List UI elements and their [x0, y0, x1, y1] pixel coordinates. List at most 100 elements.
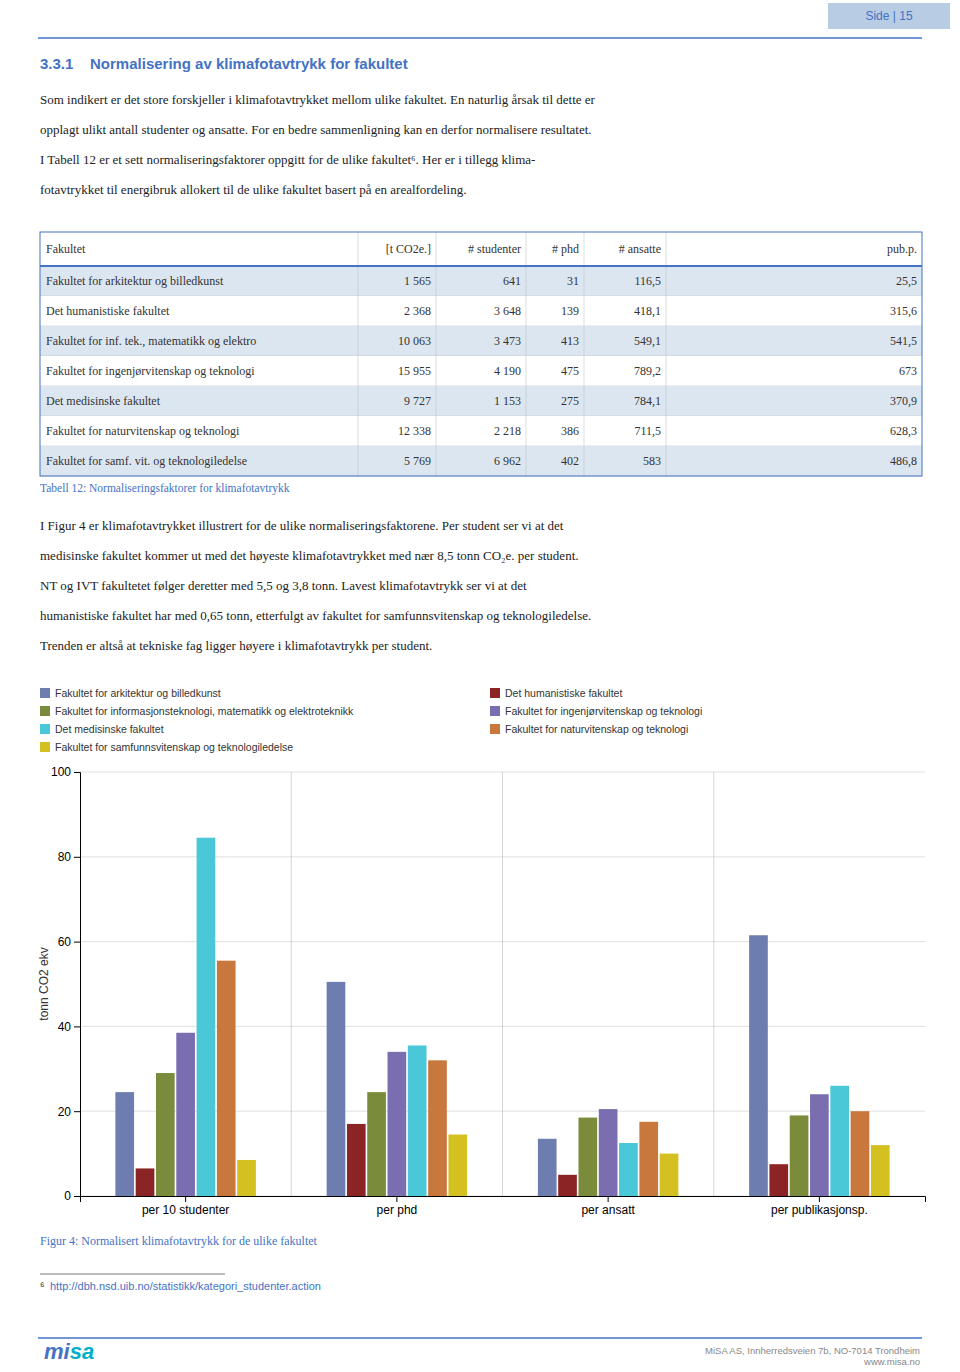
- bar: [749, 935, 768, 1196]
- table-header: # studenter: [468, 242, 521, 256]
- bar: [197, 838, 216, 1196]
- group-separator: [502, 772, 503, 1196]
- table-row-bg: [40, 386, 922, 416]
- footnote-number: ⁶: [40, 1280, 45, 1292]
- legend-item: Det humanistiske fakultet: [490, 687, 622, 699]
- table-col-rule: [358, 232, 359, 476]
- legend-swatch: [490, 688, 500, 698]
- bar: [327, 982, 346, 1196]
- bar: [810, 1094, 829, 1196]
- bar: [599, 1109, 618, 1196]
- y-axis-line: [74, 773, 81, 1197]
- table-cell: Det medisinske fakultet: [46, 394, 161, 408]
- x-tick: per 10 studenter: [142, 1196, 229, 1217]
- footnote: ⁶http://dbh.nsd.uib.no/statistikk/katego…: [40, 1274, 321, 1292]
- legend-label: Fakultet for arkitektur og billedkunst: [55, 687, 221, 699]
- table-cell: Fakultet for samf. vit. og teknologilede…: [46, 454, 247, 468]
- paragraph-line: opplagt ulikt antall studenter og ansatt…: [40, 122, 592, 137]
- legend-item: Fakultet for naturvitenskap og teknologi: [490, 723, 688, 735]
- page-header: Side | 15 3.3.1 Normalisering av klimafot…: [38, 3, 950, 72]
- bar: [851, 1111, 870, 1196]
- paragraph: I Figur 4 er klimafotavtrykket illustrer…: [40, 518, 591, 653]
- table-cell: 5 769: [404, 454, 431, 468]
- table-cell: 673: [899, 364, 917, 378]
- y-tick: 40: [58, 1020, 80, 1034]
- table-cell: 9 727: [404, 394, 431, 408]
- bar: [769, 1164, 788, 1196]
- bar: [115, 1092, 134, 1196]
- table-cell: 315,6: [890, 304, 917, 318]
- table-row-bg: [40, 416, 922, 446]
- x-tick-mark: [396, 1196, 397, 1202]
- bars: [115, 838, 889, 1196]
- table-cell: Fakultet for inf. tek., matematikk og el…: [46, 334, 256, 348]
- y-tick-mark: [74, 942, 80, 943]
- page-number-box: [828, 3, 950, 29]
- footer: misaMiSA AS, Innherredsveien 7b, NO-7014…: [38, 1338, 922, 1367]
- y-tick-label: 20: [58, 1105, 72, 1119]
- table-cell: 475: [561, 364, 579, 378]
- table-cell: 15 955: [398, 364, 431, 378]
- table-cell: 549,1: [634, 334, 661, 348]
- x-tick-label: per 10 studenter: [142, 1203, 229, 1217]
- table-cell: 1 153: [494, 394, 521, 408]
- bar-series: [197, 838, 849, 1196]
- paragraph: Som indikert er det store forskjeller i …: [40, 92, 596, 197]
- table-cell: 583: [643, 454, 661, 468]
- footer-line: MiSA AS, Innherredsveien 7b, NO-7014 Tro…: [705, 1345, 920, 1356]
- x-tick-mark: [819, 1196, 820, 1202]
- bar-series: [176, 1033, 828, 1196]
- table: Fakultet[t CO2e.]# studenter# phd# ansat…: [40, 232, 922, 495]
- legend-item: Fakultet for samfunnsvitenskap og teknol…: [40, 741, 293, 753]
- bar: [347, 1124, 366, 1196]
- paragraph-line: Som indikert er det store forskjeller i …: [40, 92, 596, 107]
- bar: [871, 1145, 890, 1196]
- table-cell: 413: [561, 334, 579, 348]
- table-header: # phd: [552, 242, 579, 256]
- bar: [448, 1135, 467, 1196]
- table-cell: 2 218: [494, 424, 521, 438]
- bar: [176, 1033, 195, 1196]
- bar: [367, 1092, 386, 1196]
- table-cell: 4 190: [494, 364, 521, 378]
- logo-part: mi: [44, 1339, 71, 1364]
- table-header: [t CO2e.]: [386, 242, 431, 256]
- bar: [217, 961, 236, 1196]
- table-cell: 25,5: [896, 274, 917, 288]
- table-cell: 116,5: [634, 274, 661, 288]
- x-tick-mark: [185, 1196, 186, 1202]
- y-tick-label: 80: [58, 850, 72, 864]
- table-cell: 789,2: [634, 364, 661, 378]
- table-cell: 370,9: [890, 394, 917, 408]
- table-cell: 3 648: [494, 304, 521, 318]
- legend-item: Fakultet for arkitektur og billedkunst: [40, 687, 221, 699]
- y-tick: 20: [58, 1105, 80, 1119]
- table-row-bg: [40, 296, 922, 326]
- y-tick-mark: [74, 857, 80, 858]
- x-axis-line: [81, 1197, 926, 1203]
- section-title: 3.3.1 Normalisering av klimafotavtrykk f…: [40, 55, 408, 72]
- table-row-bg: [40, 326, 922, 356]
- y-tick-label: 0: [64, 1189, 71, 1203]
- legend-label: Fakultet for samfunnsvitenskap og teknol…: [55, 741, 293, 753]
- y-tick-label: 60: [58, 935, 72, 949]
- x-tick-label: per ansatt: [581, 1203, 635, 1217]
- y-tick-mark: [74, 1026, 80, 1027]
- table-cell: 3 473: [494, 334, 521, 348]
- bar: [790, 1115, 809, 1196]
- legend-item: Fakultet for ingenjørvitenskap og teknol…: [490, 705, 702, 717]
- bar: [639, 1122, 658, 1196]
- page-number: Side | 15: [865, 9, 912, 23]
- chart: 020406080100per 10 studenterper phdper a…: [37, 765, 926, 1216]
- legend-label: Det humanistiske fakultet: [505, 687, 622, 699]
- paragraph-line: humanistiske fakultet har med 0,65 tonn,…: [40, 608, 591, 623]
- table-cell: 12 338: [398, 424, 431, 438]
- x-tick-mark: [608, 1196, 609, 1202]
- table-cell: 1 565: [404, 274, 431, 288]
- table-header: # ansatte: [619, 242, 661, 256]
- y-tick-label: 40: [58, 1020, 72, 1034]
- x-tick-label: per phd: [377, 1203, 418, 1217]
- bar-series: [217, 961, 869, 1196]
- table-caption: Tabell 12: Normaliseringsfaktorer for kl…: [40, 482, 290, 495]
- bar: [136, 1168, 155, 1196]
